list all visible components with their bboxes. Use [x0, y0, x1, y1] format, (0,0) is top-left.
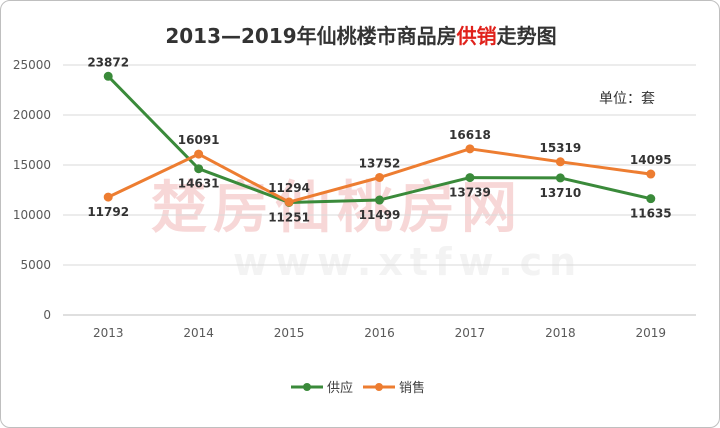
data-point-0 — [646, 194, 656, 204]
legend-label-sales: 销售 — [399, 380, 425, 396]
legend-marker-sales — [375, 383, 383, 391]
data-point-1 — [465, 144, 475, 154]
data-label: 14631 — [178, 177, 220, 191]
chart-title-highlight: 供销 — [456, 24, 497, 48]
watermark: 楚房仙桃房网 www.xtfw.cn — [151, 176, 583, 284]
data-point-1 — [103, 192, 113, 202]
y-tick-label: 15000 — [13, 158, 51, 172]
y-tick-label: 20000 — [13, 108, 51, 122]
y-tick-label: 5000 — [20, 258, 51, 272]
watermark-main: 楚房仙桃房网 — [151, 176, 523, 241]
x-tick-label: 2018 — [545, 326, 576, 340]
legend-marker-supply — [303, 383, 311, 391]
data-label: 15319 — [539, 141, 581, 155]
data-label: 16091 — [178, 133, 220, 147]
data-label: 11635 — [630, 207, 672, 221]
data-label: 13710 — [539, 186, 581, 200]
data-label: 14095 — [630, 153, 672, 167]
legend: 供应 销售 — [291, 380, 425, 396]
x-tick-label: 2019 — [636, 326, 667, 340]
data-point-0 — [465, 173, 475, 183]
legend-label-supply: 供应 — [327, 380, 353, 396]
chart-title-prefix: 2013—2019年仙桃楼市商品房 — [165, 24, 456, 48]
y-tick-label: 0 — [43, 308, 51, 322]
x-tick-label: 2014 — [183, 326, 214, 340]
data-label: 11251 — [268, 210, 310, 224]
data-label: 23872 — [87, 55, 129, 69]
data-label: 13752 — [359, 156, 401, 170]
data-label: 11792 — [87, 205, 129, 219]
y-tick-label: 10000 — [13, 208, 51, 222]
data-label: 16618 — [449, 128, 491, 142]
y-tick-label: 25000 — [13, 58, 51, 72]
x-tick-label: 2015 — [274, 326, 305, 340]
unit-label: 单位：套 — [599, 91, 655, 107]
data-point-1 — [555, 157, 565, 167]
x-tick-label: 2017 — [455, 326, 486, 340]
data-point-0 — [375, 195, 384, 205]
chart-title-suffix: 走势图 — [497, 24, 557, 48]
x-axis-ticks: 2013 2014 2015 2016 2017 2018 2019 — [93, 326, 666, 340]
data-label: 11294 — [268, 181, 310, 195]
data-point-0 — [555, 173, 565, 183]
data-label: 13739 — [449, 186, 491, 200]
data-point-1 — [284, 197, 294, 207]
data-point-1 — [375, 172, 384, 182]
watermark-url: www.xtfw.cn — [233, 240, 583, 284]
chart-title: 2013—2019年仙桃楼市商品房供销走势图 — [165, 24, 556, 48]
data-point-1 — [194, 149, 204, 159]
data-point-0 — [194, 164, 204, 174]
x-tick-label: 2016 — [364, 326, 395, 340]
series-points — [103, 71, 656, 207]
y-axis-ticks: 0 5000 10000 15000 20000 25000 — [13, 58, 51, 322]
legend-item-sales: 销售 — [363, 380, 425, 396]
data-point-0 — [103, 71, 113, 81]
data-label: 11499 — [359, 208, 401, 222]
data-point-1 — [646, 169, 656, 179]
data-labels: 23872 11792 14631 16091 11251 11294 11499 13752… — [87, 55, 671, 224]
legend-item-supply: 供应 — [291, 380, 353, 396]
grid-lines — [63, 64, 696, 316]
x-tick-label: 2013 — [93, 326, 124, 340]
